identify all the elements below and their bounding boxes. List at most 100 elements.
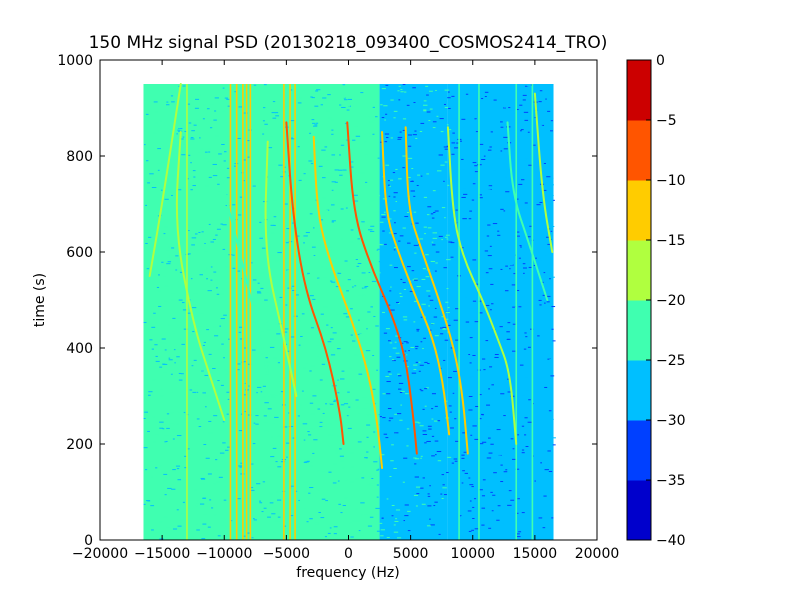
noise-speckle (144, 225, 146, 227)
noise-speckle (424, 405, 427, 407)
noise-speckle (166, 104, 170, 106)
noise-speckle (415, 348, 418, 350)
noise-speckle (343, 97, 346, 99)
noise-speckle (287, 96, 291, 98)
noise-speckle (395, 352, 400, 354)
noise-speckle (500, 126, 504, 128)
noise-speckle (353, 200, 359, 202)
noise-speckle (434, 307, 437, 309)
noise-speckle (309, 465, 314, 467)
noise-speckle (277, 516, 281, 518)
noise-speckle (190, 333, 195, 335)
noise-speckle (311, 428, 315, 430)
noise-speckle (187, 448, 190, 450)
noise-speckle (143, 447, 148, 449)
noise-speckle (403, 520, 406, 522)
noise-speckle (437, 460, 442, 462)
noise-speckle (353, 531, 355, 533)
noise-speckle (148, 96, 151, 98)
noise-speckle (160, 395, 164, 397)
noise-speckle (446, 259, 451, 261)
noise-speckle (256, 469, 260, 471)
x-tick-label: 10000 (450, 546, 495, 562)
noise-speckle (309, 518, 313, 520)
noise-speckle (325, 155, 330, 157)
noise-speckle (163, 363, 168, 365)
noise-speckle (468, 376, 472, 378)
noise-speckle (393, 210, 396, 212)
noise-speckle (187, 100, 190, 102)
noise-speckle (510, 146, 515, 148)
noise-speckle (236, 498, 241, 500)
noise-speckle (413, 244, 418, 246)
noise-speckle (386, 381, 391, 383)
noise-speckle (385, 375, 390, 377)
colorbar-segment (627, 120, 651, 181)
noise-speckle (493, 170, 497, 172)
noise-speckle (536, 188, 541, 190)
noise-speckle (461, 189, 466, 191)
noise-speckle (325, 403, 328, 405)
noise-speckle (366, 328, 368, 330)
noise-speckle (165, 351, 169, 353)
noise-speckle (238, 535, 242, 537)
noise-speckle (384, 133, 390, 135)
noise-speckle (270, 456, 275, 458)
noise-speckle (484, 345, 487, 347)
noise-speckle (392, 172, 396, 174)
noise-speckle (433, 420, 438, 422)
noise-speckle (420, 175, 423, 177)
noise-speckle (326, 172, 330, 174)
noise-speckle (428, 120, 431, 122)
noise-speckle (549, 338, 553, 340)
noise-speckle (247, 105, 250, 107)
noise-speckle (361, 294, 366, 296)
noise-speckle (250, 199, 254, 201)
noise-speckle (331, 221, 335, 223)
noise-speckle (261, 247, 266, 249)
noise-speckle (199, 503, 205, 505)
noise-speckle (167, 257, 172, 259)
noise-speckle (303, 439, 306, 441)
noise-speckle (359, 333, 364, 335)
noise-speckle (545, 161, 549, 163)
noise-speckle (434, 270, 437, 272)
noise-speckle (263, 217, 266, 219)
noise-speckle (179, 171, 183, 173)
noise-speckle (422, 348, 424, 350)
noise-speckle (534, 256, 538, 258)
noise-speckle (481, 507, 486, 509)
noise-speckle (330, 327, 333, 329)
noise-speckle (397, 138, 402, 140)
noise-speckle (551, 184, 554, 186)
doppler-curve (446, 126, 518, 445)
noise-speckle (164, 434, 169, 436)
noise-speckle (496, 439, 500, 441)
noise-speckle (438, 533, 441, 535)
noise-speckle (450, 387, 453, 389)
x-axis: −20000 −15000 −10000 −5000 0 5000 10000 15000 20… (72, 60, 619, 562)
noise-speckle (223, 160, 226, 162)
noise-speckle (162, 202, 166, 204)
noise-speckle (398, 178, 402, 180)
noise-speckle (170, 412, 174, 414)
noise-speckle (450, 242, 455, 244)
noise-speckle (483, 126, 486, 128)
noise-speckle (368, 269, 372, 271)
noise-speckle (500, 464, 503, 466)
noise-speckle (370, 383, 374, 385)
noise-speckle (301, 390, 304, 392)
colorbar-segment (627, 480, 651, 541)
noise-speckle (172, 423, 175, 425)
noise-speckle (368, 116, 373, 118)
noise-speckle (249, 487, 254, 489)
noise-speckle (482, 358, 486, 360)
noise-speckle (432, 127, 436, 129)
noise-speckle (535, 201, 540, 203)
noise-speckle (375, 507, 380, 509)
noise-speckle (271, 254, 276, 256)
noise-speckle (377, 248, 380, 250)
noise-speckle (148, 328, 152, 330)
noise-speckle (473, 264, 477, 266)
noise-speckle (417, 422, 421, 424)
